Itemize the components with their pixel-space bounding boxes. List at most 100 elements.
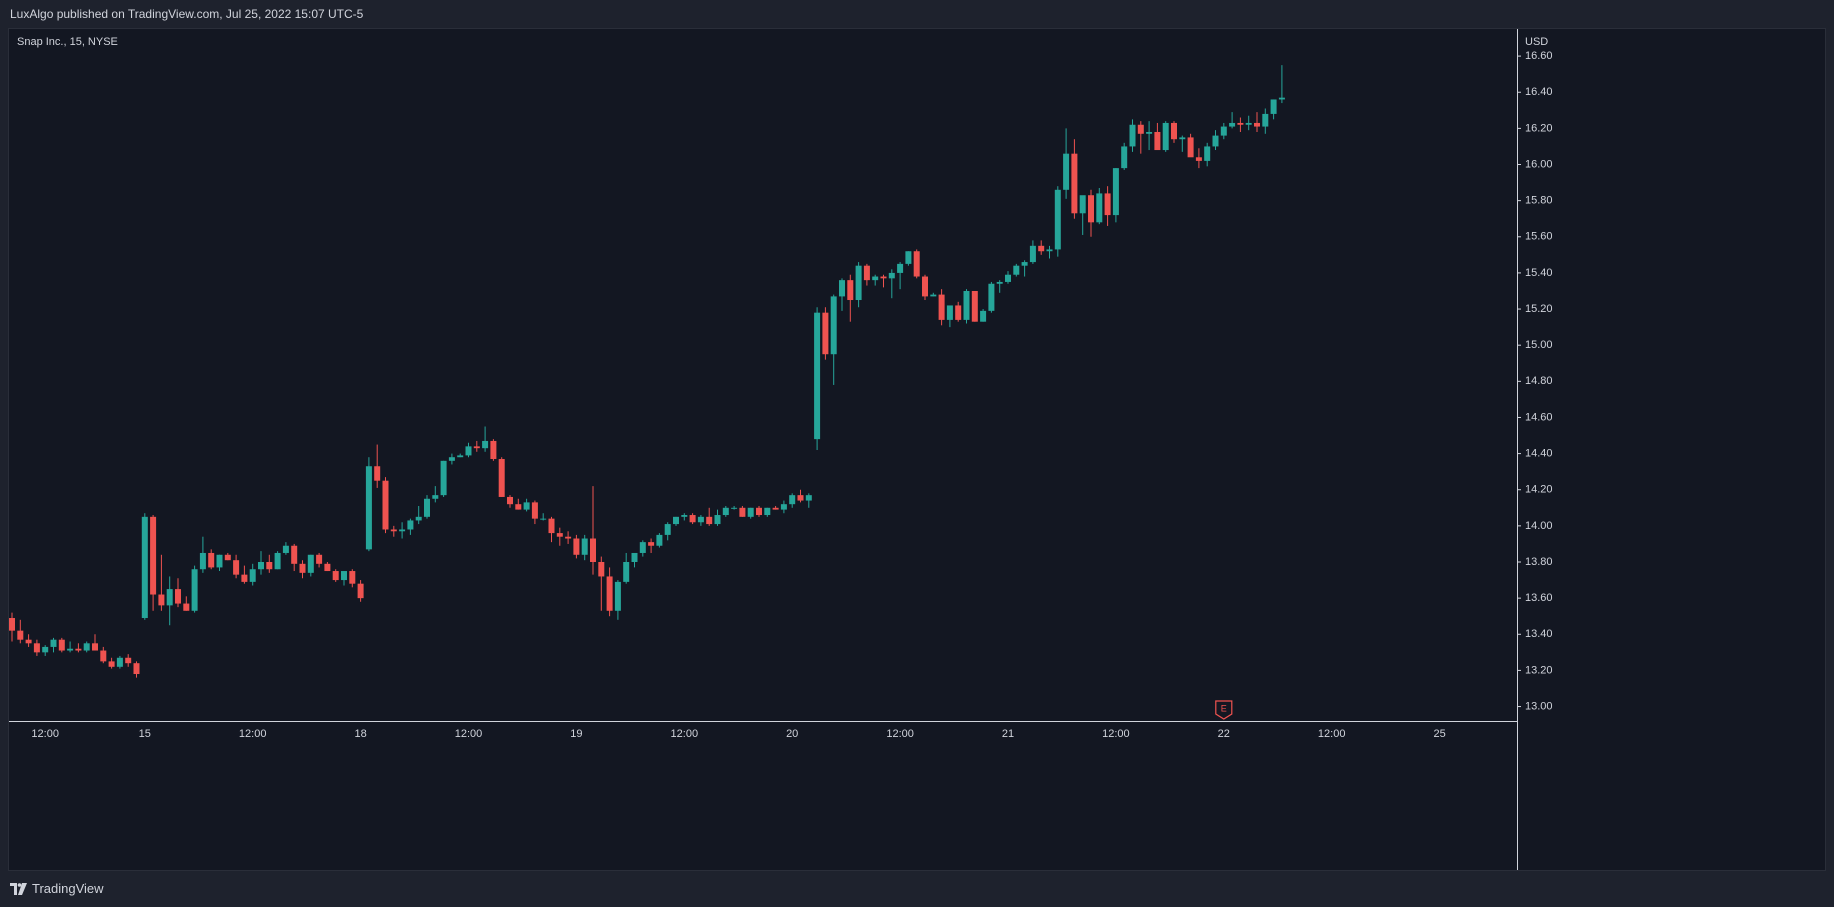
- candle[interactable]: [25, 634, 32, 647]
- candle[interactable]: [448, 453, 455, 465]
- candle[interactable]: [888, 269, 895, 299]
- candle[interactable]: [1278, 65, 1285, 104]
- candle[interactable]: [407, 518, 414, 535]
- candle[interactable]: [1195, 148, 1202, 169]
- candle[interactable]: [590, 486, 596, 575]
- candle[interactable]: [415, 505, 422, 525]
- candle[interactable]: [324, 562, 331, 572]
- candle[interactable]: [233, 554, 240, 579]
- candle[interactable]: [805, 493, 812, 508]
- candle[interactable]: [482, 426, 489, 452]
- candle[interactable]: [224, 552, 231, 561]
- candle[interactable]: [614, 580, 621, 620]
- candle[interactable]: [274, 551, 281, 570]
- candle[interactable]: [548, 516, 555, 543]
- candle[interactable]: [706, 507, 713, 526]
- candle[interactable]: [863, 263, 870, 286]
- candle[interactable]: [515, 498, 522, 510]
- time-axis[interactable]: 12:00 15 12:00 18 12:00 19 12:00 20 12:00 21 12:00…: [9, 700, 1518, 740]
- candle[interactable]: [739, 505, 746, 517]
- candle[interactable]: [58, 637, 65, 653]
- candle[interactable]: [92, 634, 98, 651]
- candle[interactable]: [432, 486, 439, 503]
- candle[interactable]: [988, 281, 995, 313]
- candle[interactable]: [922, 274, 928, 301]
- candle[interactable]: [839, 278, 845, 311]
- candle[interactable]: [498, 457, 505, 497]
- candle[interactable]: [1146, 121, 1153, 151]
- candle[interactable]: [125, 654, 132, 667]
- candle[interactable]: [880, 274, 887, 288]
- candle[interactable]: [1137, 121, 1144, 154]
- price-axis[interactable]: 13.00 13.20 13.40 13.60 13.80 14.00 14.20 14.40…: [1517, 29, 1553, 870]
- currency-label[interactable]: USD: [1525, 36, 1548, 48]
- candle[interactable]: [83, 641, 90, 653]
- candle[interactable]: [1104, 186, 1111, 226]
- candle[interactable]: [1171, 121, 1177, 143]
- candle[interactable]: [1245, 115, 1252, 131]
- candle[interactable]: [913, 249, 920, 279]
- candle[interactable]: [108, 657, 115, 669]
- candle[interactable]: [731, 505, 738, 510]
- candle[interactable]: [282, 542, 289, 555]
- candle[interactable]: [565, 531, 572, 544]
- candle[interactable]: [258, 551, 264, 575]
- candle[interactable]: [1212, 130, 1219, 151]
- candle[interactable]: [241, 565, 248, 584]
- candle[interactable]: [440, 460, 447, 497]
- candle[interactable]: [390, 525, 397, 537]
- earnings-marker[interactable]: E: [1215, 700, 1233, 720]
- candle[interactable]: [249, 563, 256, 586]
- candle[interactable]: [50, 637, 57, 653]
- candle[interactable]: [158, 554, 165, 611]
- candle[interactable]: [150, 515, 157, 611]
- candle[interactable]: [316, 552, 323, 568]
- candle[interactable]: [208, 549, 215, 570]
- candle[interactable]: [938, 289, 945, 326]
- candle[interactable]: [199, 536, 206, 573]
- candle[interactable]: [490, 439, 497, 461]
- candle[interactable]: [9, 612, 15, 642]
- candle[interactable]: [1237, 117, 1244, 132]
- candle[interactable]: [1162, 121, 1169, 152]
- candle[interactable]: [291, 543, 298, 572]
- candle[interactable]: [606, 567, 613, 617]
- candle[interactable]: [772, 505, 779, 510]
- candle[interactable]: [365, 457, 372, 552]
- candle[interactable]: [1054, 186, 1061, 257]
- candle[interactable]: [1088, 189, 1094, 237]
- tradingview-logo[interactable]: TradingView: [10, 881, 104, 896]
- candle[interactable]: [1121, 142, 1128, 170]
- candle[interactable]: [1063, 128, 1070, 199]
- candle[interactable]: [531, 500, 538, 525]
- candle[interactable]: [789, 493, 796, 508]
- candle[interactable]: [457, 453, 464, 458]
- candle[interactable]: [581, 534, 588, 561]
- candle[interactable]: [399, 522, 406, 539]
- candle[interactable]: [473, 440, 480, 452]
- candle[interactable]: [855, 262, 862, 308]
- symbol-label[interactable]: Snap Inc., 15, NYSE: [17, 36, 118, 48]
- candle[interactable]: [116, 655, 123, 669]
- candle[interactable]: [523, 498, 530, 512]
- candle[interactable]: [1187, 133, 1194, 158]
- candle[interactable]: [349, 569, 356, 588]
- candle[interactable]: [175, 578, 181, 608]
- candle[interactable]: [1013, 263, 1020, 277]
- candle[interactable]: [141, 513, 148, 620]
- candle[interactable]: [648, 538, 655, 553]
- candle[interactable]: [1179, 135, 1186, 152]
- candle[interactable]: [631, 552, 638, 568]
- candle[interactable]: [1029, 240, 1036, 264]
- candle[interactable]: [905, 251, 912, 266]
- candle[interactable]: [507, 495, 513, 508]
- candle[interactable]: [1204, 142, 1211, 167]
- candle[interactable]: [822, 307, 829, 360]
- candle[interactable]: [357, 580, 364, 602]
- candle[interactable]: [75, 643, 82, 653]
- candle[interactable]: [1079, 195, 1086, 235]
- candle[interactable]: [42, 645, 49, 656]
- candle[interactable]: [374, 444, 381, 488]
- candle[interactable]: [971, 290, 978, 322]
- candle[interactable]: [1154, 122, 1161, 151]
